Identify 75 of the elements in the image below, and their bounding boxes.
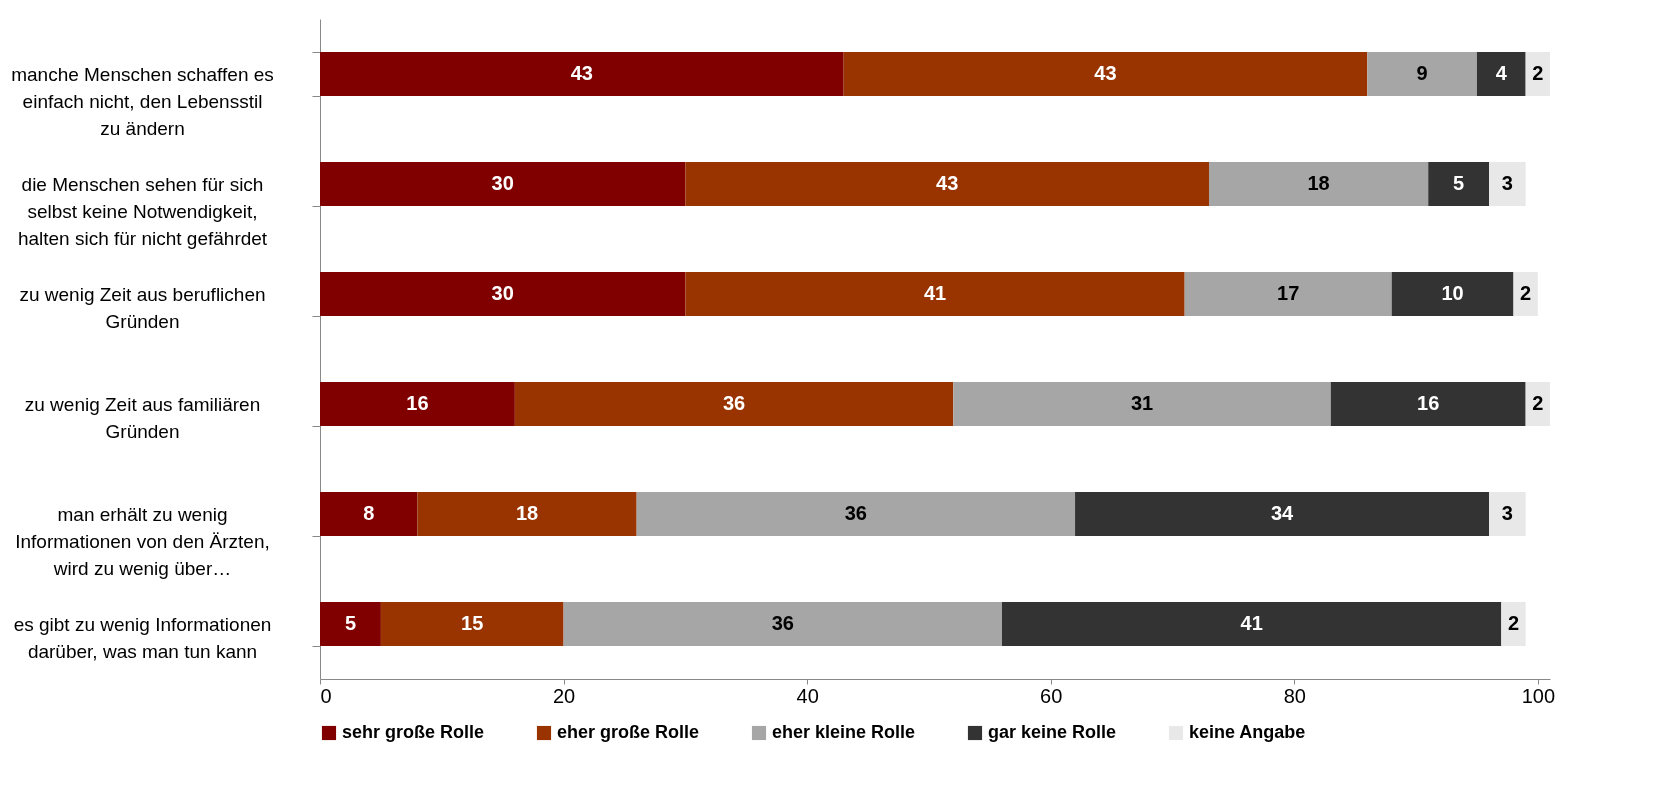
bar xyxy=(320,272,686,316)
bar xyxy=(320,492,418,536)
bar xyxy=(1075,492,1490,536)
data-label: 2 xyxy=(1532,62,1544,84)
bar xyxy=(320,602,381,646)
data-label: 36 xyxy=(722,392,746,414)
x-tick-label: 80 xyxy=(1283,684,1306,707)
data-label: 41 xyxy=(923,282,947,304)
bar xyxy=(1428,162,1490,206)
data-label: 41 xyxy=(1240,612,1263,634)
bar xyxy=(1391,272,1514,316)
legend-label: sehr große Rolle xyxy=(342,722,485,742)
bar xyxy=(380,602,564,646)
data-label: 8 xyxy=(363,502,375,524)
bar xyxy=(320,162,686,206)
y-tick-label: die Menschen sehen für sich selbst keine Notwendigkeit, halten sich für nicht gefährdet xyxy=(17,173,268,249)
data-label: 3 xyxy=(1501,502,1513,524)
data-label: 17 xyxy=(1277,282,1300,304)
data-label: 2 xyxy=(1532,392,1544,414)
data-label: 2 xyxy=(1520,282,1532,304)
bar xyxy=(1001,602,1502,646)
bar xyxy=(1330,382,1526,426)
data-label: 36 xyxy=(844,502,867,524)
data-label: 30 xyxy=(491,172,514,194)
y-tick-label: es gibt zu wenig Informationen darüber, was man tun kann xyxy=(13,613,272,662)
legend-label: eher große Rolle xyxy=(557,722,700,742)
data-label: 10 xyxy=(1441,282,1464,304)
bar xyxy=(417,492,637,536)
x-tick-label: 0 xyxy=(320,684,332,707)
data-label: 43 xyxy=(570,62,593,84)
data-label: 5 xyxy=(344,612,357,634)
y-tick-label: manche Menschen schaffen es einfach nicht, den Lebensstil zu ändern xyxy=(11,63,274,139)
bar xyxy=(1501,602,1526,646)
data-label: 18 xyxy=(1307,172,1330,194)
data-label: 16 xyxy=(1417,392,1440,414)
legend-label: keine Angabe xyxy=(1189,722,1306,742)
x-tick-label: 60 xyxy=(1040,684,1063,707)
bar xyxy=(1367,52,1477,96)
bar xyxy=(514,382,954,426)
bar xyxy=(1513,272,1538,316)
x-tick-label: 20 xyxy=(552,684,576,707)
data-label: 43 xyxy=(936,172,959,194)
bar xyxy=(843,52,1368,96)
data-label: 16 xyxy=(406,392,429,414)
data-label: 36 xyxy=(771,612,794,634)
data-label: 15 xyxy=(461,612,484,634)
data-label: 31 xyxy=(1130,392,1154,414)
bar xyxy=(1489,492,1526,536)
bar xyxy=(320,382,515,426)
data-label: 43 xyxy=(1094,62,1117,84)
x-tick-label: 100 xyxy=(1521,684,1556,707)
data-label: 34 xyxy=(1270,502,1295,524)
bar xyxy=(685,162,1210,206)
data-label: 18 xyxy=(515,502,539,524)
y-tick-label: man erhält zu wenig Informationen von den Ärzten, wird zu wenig über… xyxy=(15,503,270,579)
data-label: 2 xyxy=(1507,612,1520,634)
bar xyxy=(1209,162,1429,206)
bar xyxy=(563,602,1002,646)
bar xyxy=(685,272,1185,316)
data-label: 4 xyxy=(1495,62,1508,84)
y-tick-label: zu wenig Zeit aus beruflichen Gründen xyxy=(19,283,266,332)
y-tick-label: zu wenig Zeit aus familiären Gründen xyxy=(24,393,261,442)
bar xyxy=(953,382,1331,426)
bar xyxy=(1476,52,1526,96)
x-tick-label: 40 xyxy=(796,684,819,707)
bar xyxy=(1489,162,1526,206)
bar xyxy=(320,52,844,96)
data-label: 30 xyxy=(491,282,514,304)
legend-label: gar keine Rolle xyxy=(988,722,1117,742)
data-label: 9 xyxy=(1416,62,1428,84)
data-label: 3 xyxy=(1501,172,1513,194)
bar xyxy=(636,492,1076,536)
legend-label: eher kleine Rolle xyxy=(772,722,916,742)
bar xyxy=(1184,272,1392,316)
data-label: 5 xyxy=(1453,172,1465,194)
